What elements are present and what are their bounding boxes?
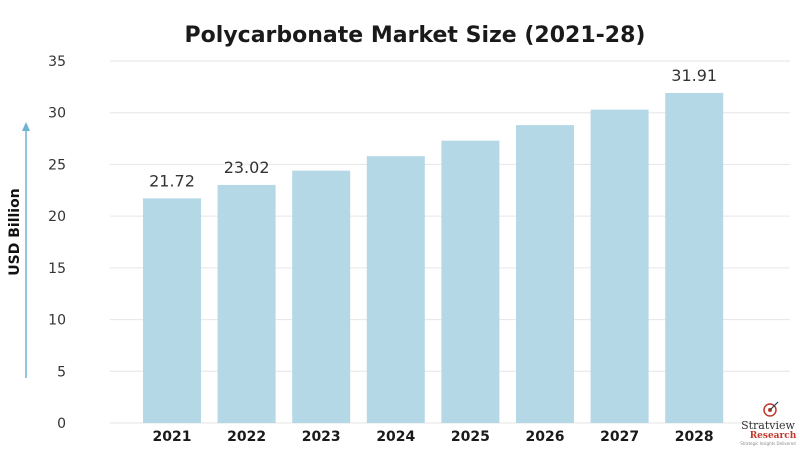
- company-logo: Stratview Research Strategic Insights De…: [740, 401, 797, 446]
- y-tick-label: 10: [48, 313, 66, 329]
- x-tick-label: 2027: [600, 429, 639, 445]
- y-axis-label-group: USD Billion: [7, 122, 30, 378]
- logo-target-icon: [763, 403, 777, 417]
- data-label: 21.72: [149, 171, 195, 190]
- bar: [366, 156, 425, 423]
- y-tick-label: 30: [48, 106, 66, 122]
- bar: [665, 92, 724, 424]
- y-tick-label: 25: [48, 157, 66, 173]
- y-tick-label: 0: [57, 416, 66, 432]
- chart-title: Polycarbonate Market Size (2021-28): [185, 23, 646, 48]
- logo-sub: Research: [750, 431, 797, 441]
- x-tick-label: 2021: [153, 429, 192, 445]
- y-tick-label: 35: [48, 54, 66, 70]
- bars: [143, 92, 724, 424]
- data-labels: 21.72 23.02 31.91: [149, 66, 717, 190]
- bar: [516, 125, 574, 423]
- data-label: 23.02: [224, 158, 270, 177]
- y-axis-ticks: 0 5 10 15 20 25 30 35: [48, 54, 66, 432]
- y-tick-label: 20: [48, 209, 66, 225]
- y-axis-arrow-head: [22, 122, 30, 131]
- x-tick-label: 2022: [227, 429, 266, 445]
- x-tick-label: 2023: [302, 429, 341, 445]
- bar: [590, 109, 649, 424]
- bar: [441, 140, 500, 423]
- x-tick-label: 2025: [451, 429, 490, 445]
- bar: [292, 170, 351, 423]
- bar: [217, 184, 276, 423]
- y-axis-label: USD Billion: [7, 188, 23, 275]
- data-label: 31.91: [671, 66, 717, 85]
- x-tick-label: 2024: [376, 429, 415, 445]
- y-tick-label: 5: [57, 364, 66, 380]
- x-tick-label: 2028: [675, 429, 714, 445]
- logo-name: Stratview: [741, 419, 795, 432]
- logo-arrow: [769, 401, 779, 411]
- x-axis-categories: 2021 2022 2023 2024 2025 2026 2027 2028: [153, 429, 714, 445]
- y-tick-label: 15: [48, 261, 66, 277]
- bar: [143, 198, 201, 423]
- logo-tagline: Strategic Insights Delivered: [740, 441, 796, 446]
- x-tick-label: 2026: [526, 429, 565, 445]
